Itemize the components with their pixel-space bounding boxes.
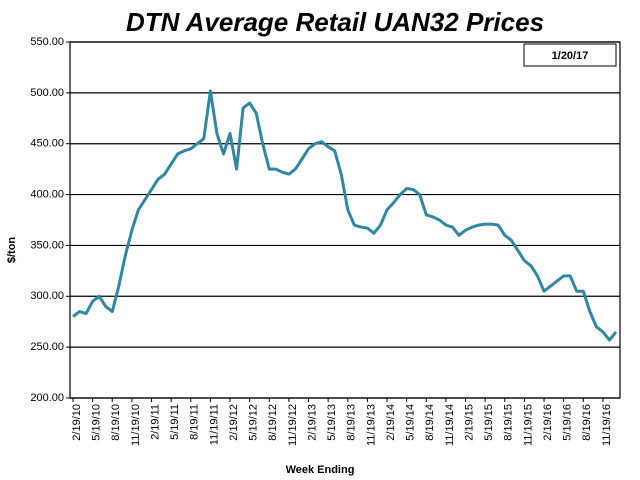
y-tick-label: 250.00 bbox=[30, 341, 64, 353]
x-tick-label: 11/19/11 bbox=[208, 404, 220, 445]
x-tick-label: 2/19/12 bbox=[228, 404, 240, 441]
y-tick-label: 500.00 bbox=[30, 87, 64, 99]
x-tick-label: 2/19/16 bbox=[542, 404, 554, 441]
x-tick-label: 5/19/15 bbox=[483, 404, 495, 441]
x-tick-label: 5/19/14 bbox=[405, 404, 417, 441]
chart-title: DTN Average Retail UAN32 Prices bbox=[126, 7, 544, 37]
x-tick-label: 11/19/10 bbox=[130, 404, 142, 446]
x-tick-label: 8/19/14 bbox=[424, 404, 436, 441]
y-tick-label: 400.00 bbox=[30, 188, 64, 200]
x-axis-label: Week Ending bbox=[286, 464, 355, 476]
x-tick-label: 8/19/11 bbox=[189, 404, 201, 440]
y-tick-label: 550.00 bbox=[30, 36, 64, 48]
x-tick-label: 2/19/10 bbox=[71, 404, 83, 441]
x-tick-label: 11/19/13 bbox=[365, 404, 377, 446]
x-tick-label: 8/19/12 bbox=[267, 404, 279, 441]
y-tick-label: 350.00 bbox=[30, 239, 64, 251]
x-tick-label: 5/19/12 bbox=[248, 404, 260, 441]
x-tick-label: 11/19/16 bbox=[601, 404, 613, 446]
x-tick-label: 11/19/15 bbox=[522, 404, 534, 446]
x-tick-label: 8/19/16 bbox=[581, 404, 593, 441]
y-axis-label: $/ton bbox=[6, 237, 18, 264]
x-tick-label: 11/19/14 bbox=[444, 404, 456, 446]
price-line bbox=[72, 89, 618, 342]
date-box bbox=[523, 43, 617, 67]
x-tick-label: 11/19/12 bbox=[287, 404, 299, 446]
x-tick-label: 5/19/16 bbox=[562, 404, 574, 441]
y-tick-label: 300.00 bbox=[30, 290, 64, 302]
x-tick-label: 8/19/13 bbox=[346, 404, 358, 441]
x-tick-label: 2/19/15 bbox=[463, 404, 475, 441]
x-tick-label: 5/19/10 bbox=[91, 404, 103, 441]
y-tick-label: 200.00 bbox=[30, 392, 64, 404]
date-stamp: 1/20/17 bbox=[552, 50, 589, 62]
plot-frame bbox=[69, 41, 621, 399]
x-tick-label: 2/19/11 bbox=[149, 404, 161, 440]
x-tick-label: 8/19/10 bbox=[110, 404, 122, 441]
x-tick-label: 8/19/15 bbox=[503, 404, 515, 441]
x-tick-label: 2/19/14 bbox=[385, 404, 397, 441]
x-tick-label: 5/19/11 bbox=[169, 404, 181, 440]
x-tick-label: 2/19/13 bbox=[306, 404, 318, 441]
x-tick-label: 5/19/13 bbox=[326, 404, 338, 441]
y-tick-label: 450.00 bbox=[30, 138, 64, 150]
